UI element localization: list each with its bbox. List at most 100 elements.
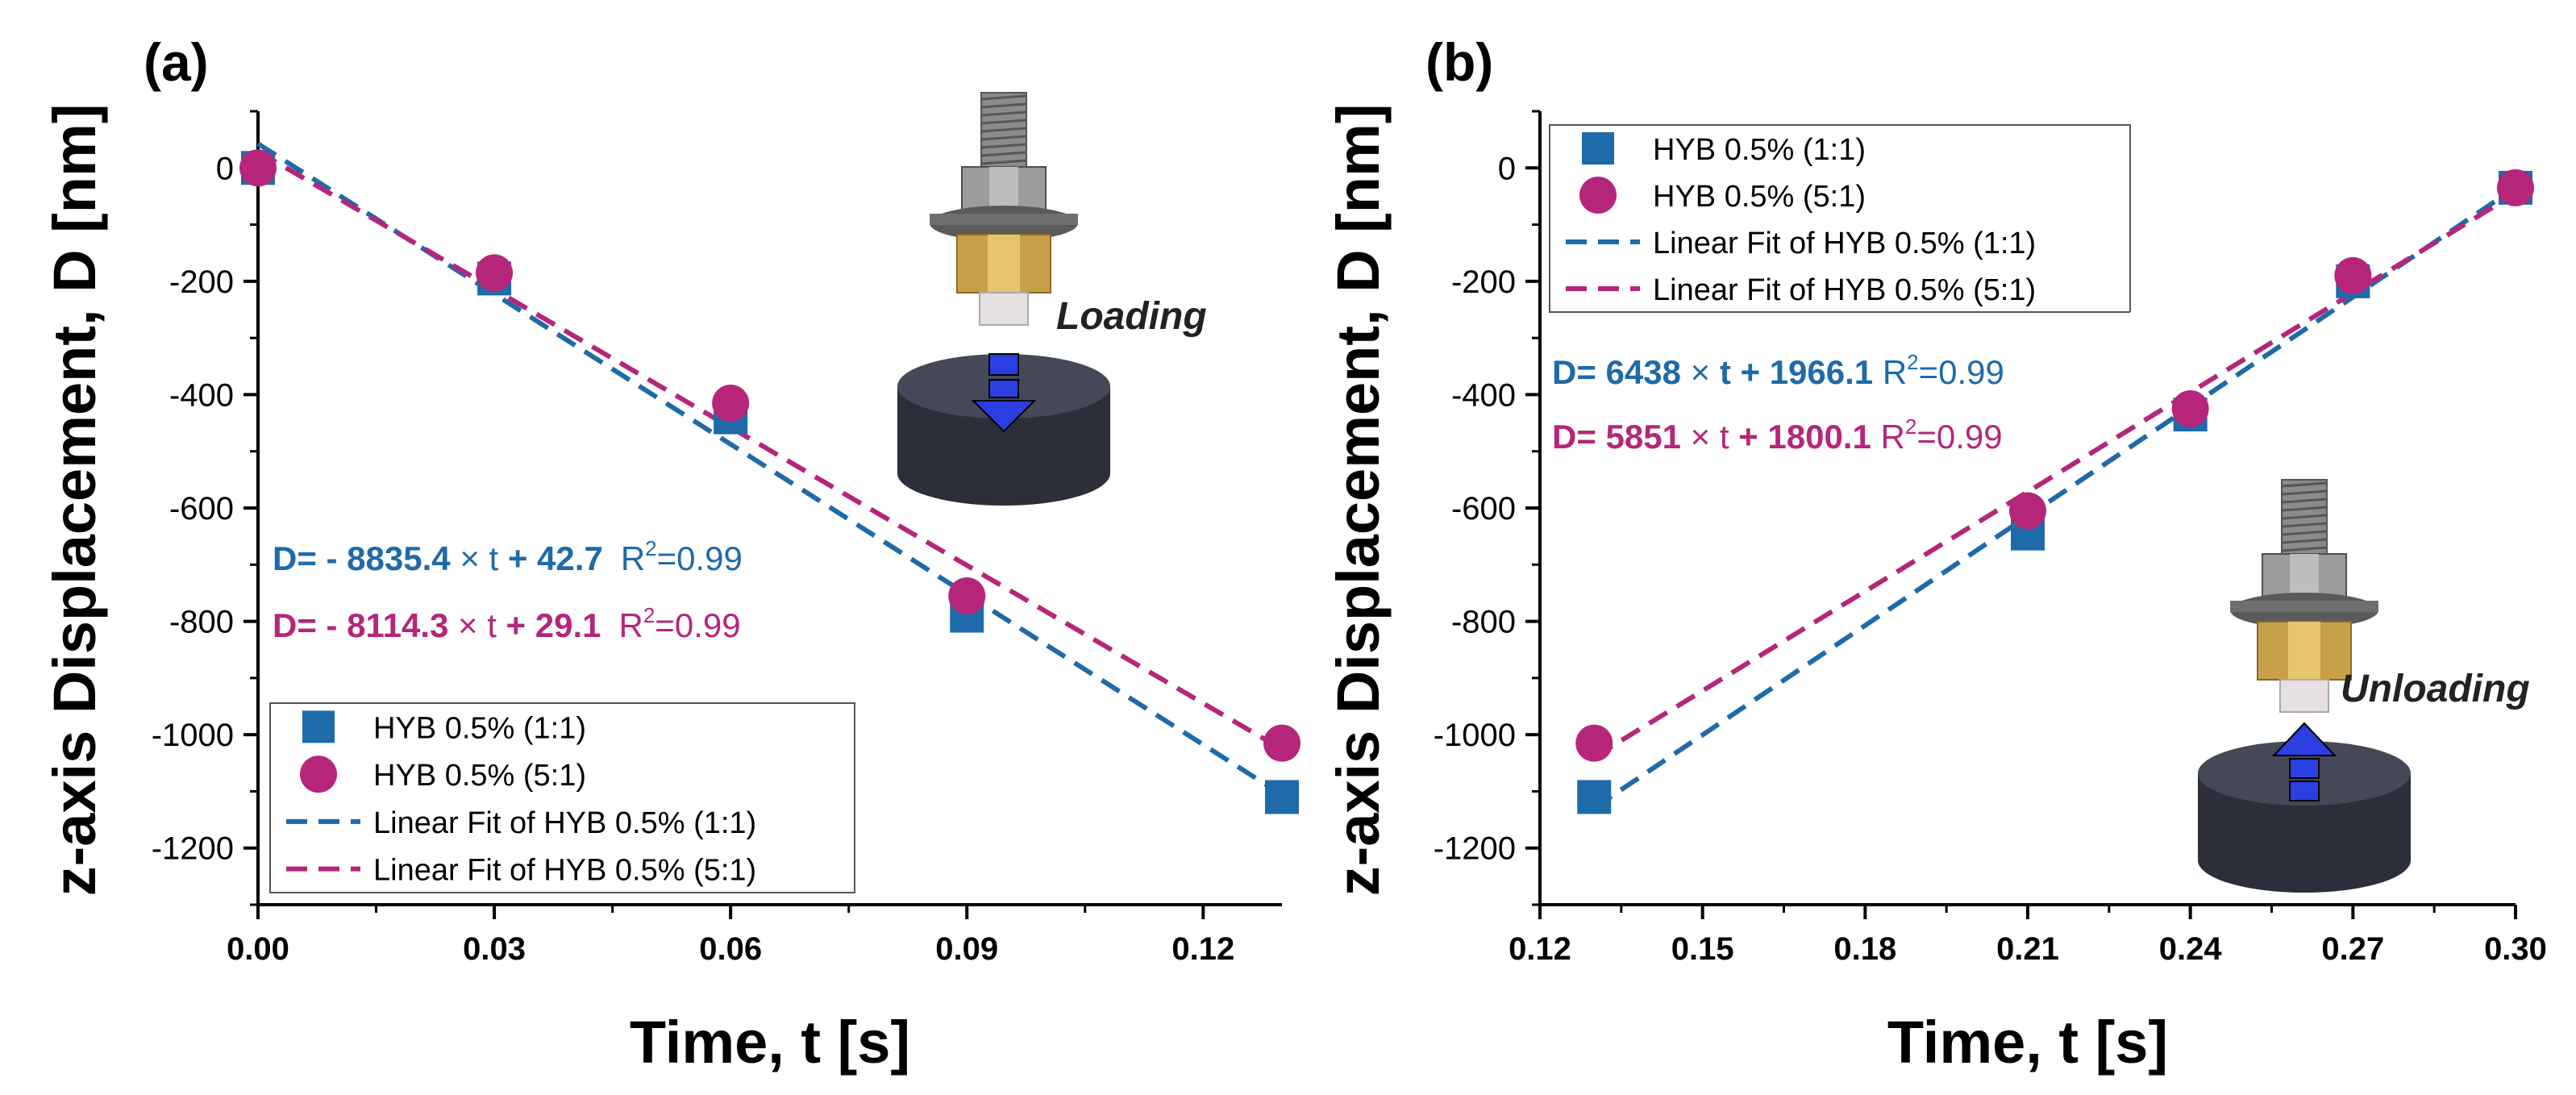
circle-marker: [1575, 724, 1613, 762]
y-axis-title: z-axis Displacement, D [nm]: [1325, 104, 1392, 897]
legend: HYB 0.5% (1:1) HYB 0.5% (5:1) Linear Fit o…: [1549, 124, 2131, 313]
legend-square-marker: [1582, 132, 1614, 164]
legend-label: HYB 0.5% (1:1): [373, 711, 586, 745]
thread-line: [980, 102, 1027, 109]
x-tick-label: 0.00: [227, 931, 289, 967]
circle-marker: [2009, 492, 2046, 530]
equation-mid: × t: [448, 606, 506, 644]
y-tick-label: -1000: [152, 718, 234, 753]
arrow-head: [971, 400, 1037, 433]
x-axis-title: Time, t [s]: [1887, 1009, 2168, 1076]
square-marker: [1577, 780, 1612, 814]
circle-marker: [239, 149, 277, 187]
circle-marker: [2497, 169, 2534, 206]
equation-r2-sup: 2: [1907, 350, 1918, 374]
thread-line: [980, 135, 1027, 141]
x-tick-label: 0.15: [1671, 931, 1734, 967]
x-tick-label: 0.06: [699, 931, 762, 967]
thread-line: [2281, 522, 2328, 528]
square-marker: [1265, 780, 1299, 814]
annotation-label: Loading: [1056, 295, 1207, 338]
thread-line: [980, 143, 1027, 149]
arrow-block: [2289, 781, 2320, 801]
disk-bottom: [2198, 828, 2411, 893]
y-tick-label: 0: [216, 151, 234, 186]
chart-panel-a: (a) 0 -200 -400 -600 -800 -1000 -1200 0.00 0.03 0.…: [41, 32, 1300, 1076]
circle-marker: [476, 254, 514, 292]
equation-rhs: + 29.1: [506, 606, 601, 644]
thread-line: [2281, 514, 2328, 520]
thread-line: [980, 151, 1027, 157]
equation-lhs: D= - 8835.4: [273, 539, 451, 577]
arrow-block: [2289, 758, 2320, 779]
legend-box: [1549, 124, 2131, 313]
equation-r2: R: [618, 606, 643, 644]
disk-bottom: [897, 441, 1110, 506]
y-tick-label: -400: [169, 377, 234, 413]
force-sensor-icon: [2230, 479, 2378, 713]
equation-r2-sup: 2: [645, 536, 656, 560]
panel-label-b: (b): [1425, 32, 1493, 92]
chart-panel-b: (b) 0 -200 -400 -600 -800 -1000 -1200 0.12 0.15 0.…: [1325, 32, 2547, 1076]
legend-circle-marker: [300, 756, 337, 793]
y-tick-label: 0: [1498, 151, 1516, 186]
x-tick-label: 0.12: [1509, 931, 1571, 967]
annotation-label: Unloading: [2341, 668, 2530, 710]
y-axis-title: z-axis Displacement, D [nm]: [41, 104, 108, 897]
y-tick-label: -200: [169, 264, 234, 300]
y-tick-label: -600: [1451, 491, 1516, 527]
equation-r2-val: =0.99: [1916, 418, 2002, 456]
thread-line: [2281, 538, 2328, 544]
panel-label-a: (a): [144, 32, 209, 92]
equation-mid: ×: [1681, 353, 1720, 391]
x-tick-label: 0.03: [463, 931, 526, 967]
equation-lhs: D= 5851: [1552, 418, 1681, 456]
thread-line: [2281, 506, 2328, 512]
legend-label: Linear Fit of HYB 0.5% (5:1): [1653, 273, 2036, 307]
circle-marker: [948, 577, 986, 614]
thread-line: [980, 110, 1027, 117]
equation-r2-val: =0.99: [1919, 353, 2004, 391]
equation-rhs: + 42.7: [508, 539, 603, 577]
legend-circle-marker: [1579, 177, 1617, 214]
x-tick-label: 0.30: [2484, 931, 2547, 967]
equation-mid: × t: [451, 539, 508, 577]
legend-label: HYB 0.5% (5:1): [1653, 180, 1866, 214]
thread-line: [2281, 530, 2328, 536]
thread-line: [2281, 498, 2328, 504]
equation-lhs: D= 6438: [1552, 353, 1681, 391]
equation-r2-val: =0.99: [657, 539, 743, 577]
y-tick-label: -1200: [152, 831, 234, 867]
legend-label: Linear Fit of HYB 0.5% (5:1): [373, 854, 756, 888]
legend-label: Linear Fit of HYB 0.5% (1:1): [1653, 227, 2036, 260]
up-arrow-icon: [2271, 722, 2337, 801]
thread-line: [980, 119, 1027, 125]
brass-highlight: [988, 235, 1020, 293]
y-tick-label: -600: [169, 491, 234, 527]
equation-r2: R: [1873, 353, 1907, 391]
x-tick-label: 0.24: [2159, 931, 2223, 967]
fit-equation-2: D= 5851 × t + 1800.1 R2=0.99: [1552, 414, 2003, 456]
circle-marker: [1263, 724, 1300, 762]
x-tick-label: 0.09: [935, 931, 998, 967]
y-tick-label: -200: [1451, 264, 1516, 300]
fit-equation-1: D= 6438 × t + 1966.1 R2=0.99: [1552, 350, 2004, 391]
arrow-block: [988, 353, 1019, 376]
force-sensor-icon: [930, 92, 1078, 326]
legend: HYB 0.5% (1:1) HYB 0.5% (5:1) Linear Fit o…: [269, 702, 855, 893]
equation-r2: R: [621, 539, 645, 577]
legend-box: [269, 702, 855, 893]
y-tick-label: -1000: [1434, 718, 1516, 753]
arrow-head: [2271, 722, 2337, 756]
x-axis-title: Time, t [s]: [630, 1009, 910, 1076]
circle-marker: [2334, 256, 2372, 294]
legend-label: HYB 0.5% (1:1): [1653, 133, 1866, 167]
sensor-tip: [2279, 679, 2329, 713]
thread-line: [2281, 489, 2328, 496]
equation-r2-sup: 2: [1905, 414, 1916, 439]
thread-line: [980, 127, 1027, 133]
force-sensor-illustration: Unloading: [2198, 479, 2530, 893]
equation-r2-sup: 2: [643, 603, 655, 627]
thread-line: [2281, 481, 2328, 488]
